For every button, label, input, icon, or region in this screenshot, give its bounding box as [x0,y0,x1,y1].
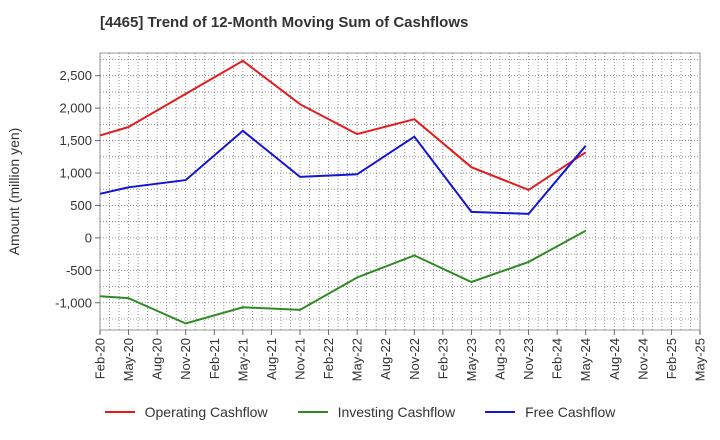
x-tick-label: Aug-23 [493,338,508,380]
x-tick-label: Feb-24 [550,338,565,379]
y-axis-label: Amount (million yen) [6,128,22,256]
x-tick-label: Aug-24 [607,338,622,380]
legend-item-investing: Investing Cashflow [297,404,456,420]
x-tick-label: Feb-25 [664,338,679,379]
x-tick-label: Feb-21 [207,338,222,379]
y-tick-label: 2,500 [59,68,92,83]
x-tick-label: May-22 [350,338,365,381]
legend-label-investing: Investing Cashflow [337,404,456,420]
x-tick-label: Nov-24 [635,338,650,380]
y-tick-label: 0 [85,230,92,245]
x-tick-label: May-23 [464,338,479,381]
x-tick-label: Nov-23 [521,338,536,380]
x-tick-label: May-25 [693,338,708,381]
x-tick-label: Nov-22 [407,338,422,380]
x-tick-label: Nov-21 [293,338,308,380]
x-tick-label: May-24 [578,338,593,381]
free-cashflow-line [99,129,587,215]
legend-item-free: Free Cashflow [485,404,615,420]
x-tick-label: Aug-20 [150,338,165,380]
x-tick-label: May-21 [235,338,250,381]
y-tick-label: 500 [70,198,92,213]
y-tick-label: 1,500 [59,133,92,148]
chart-title: [4465] Trend of 12-Month Moving Sum of C… [100,14,469,31]
investing-cashflow-line [99,229,587,325]
y-tick-label: 2,000 [59,101,92,116]
x-tick-label: Aug-22 [378,338,393,380]
x-tick-label: Feb-22 [321,338,336,379]
plot-area [99,52,701,331]
y-tick-label: -500 [66,263,92,278]
legend-item-operating: Operating Cashflow [104,404,268,420]
x-tick-label: Feb-20 [93,338,108,379]
y-tick-label: 1,000 [59,166,92,181]
operating-cashflow-line [99,59,587,192]
y-tick-label: -1,000 [55,295,92,310]
x-tick-label: Feb-23 [435,338,450,379]
legend-label-operating: Operating Cashflow [144,404,268,420]
legend: Operating Cashflow Investing Cashflow Fr… [0,404,720,420]
x-tick-label: May-20 [121,338,136,381]
x-tick-label: Aug-21 [264,338,279,380]
legend-swatch-free [485,411,516,413]
legend-swatch-operating [104,411,135,413]
x-tick-label: Nov-20 [178,338,193,380]
legend-label-free: Free Cashflow [525,404,616,420]
legend-swatch-investing [297,411,328,413]
